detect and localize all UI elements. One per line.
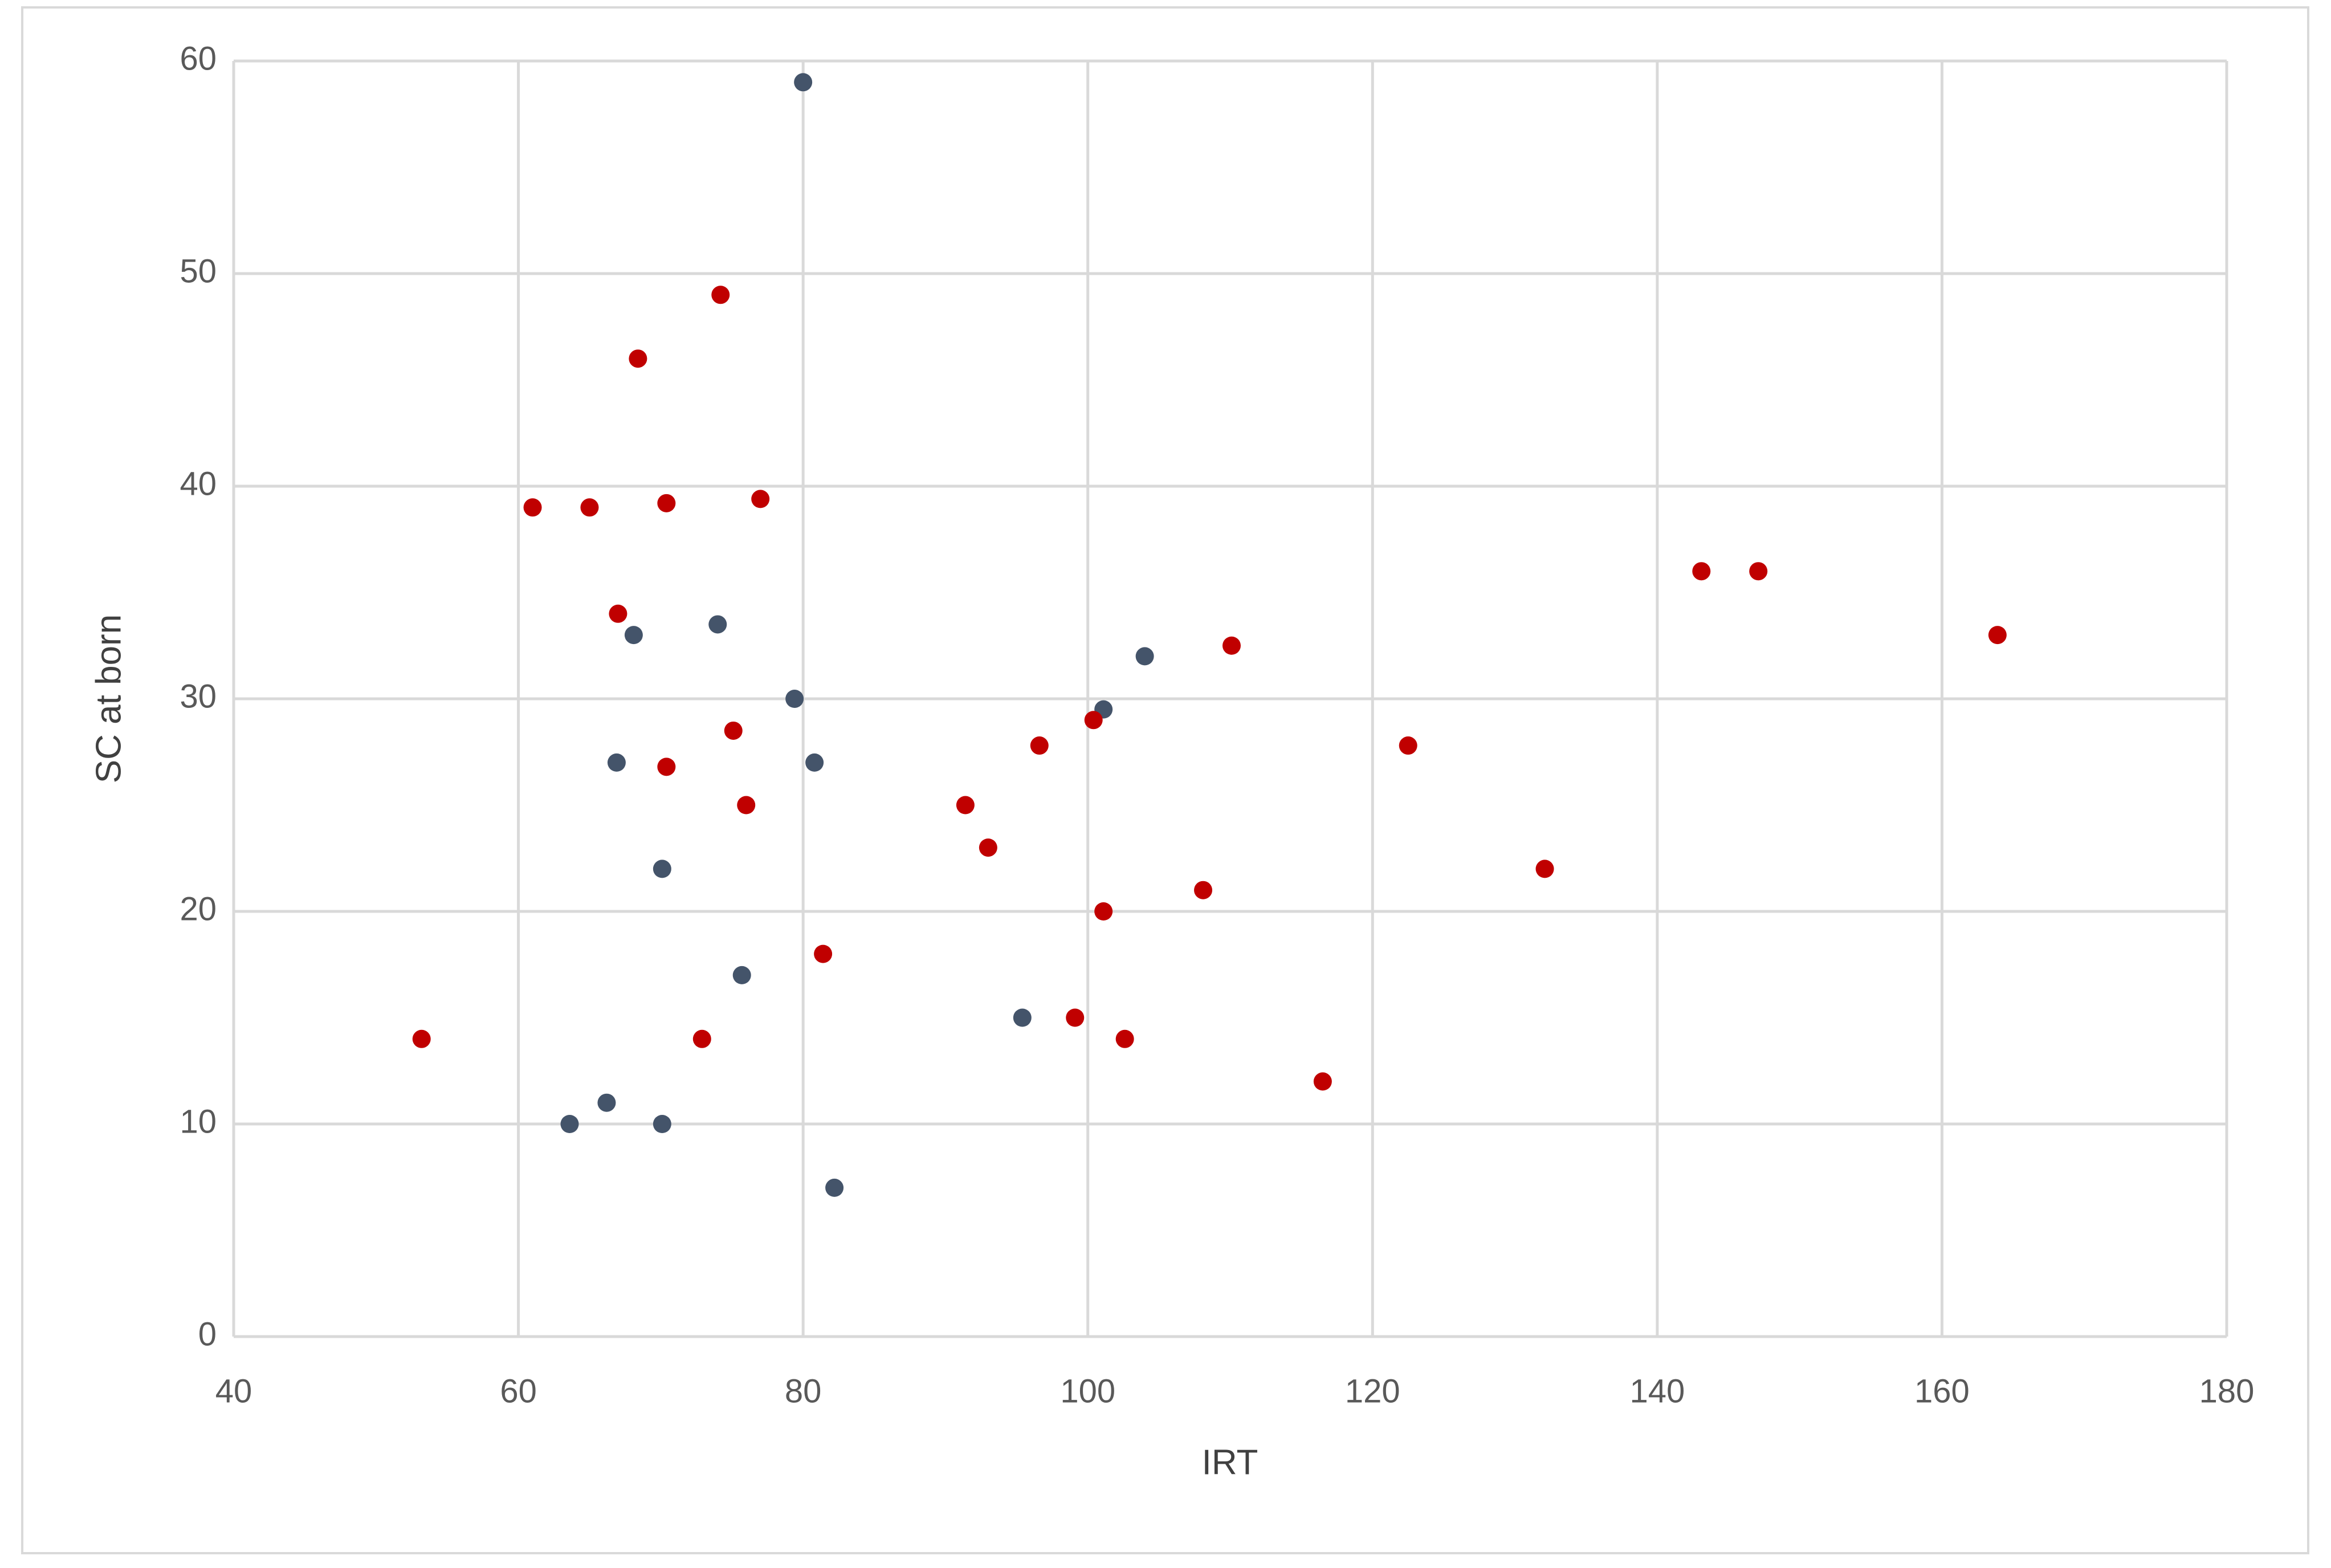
scatter-point: [708, 615, 727, 634]
scatter-point: [1692, 562, 1711, 581]
scatter-point: [751, 490, 770, 508]
scatter-point: [805, 753, 824, 772]
scatter-point: [737, 796, 756, 814]
scatter-point: [692, 1029, 711, 1048]
scatter-point: [825, 1178, 844, 1197]
scatter-point: [1194, 881, 1213, 899]
scatter-point: [711, 286, 730, 304]
x-tick-label: 180: [2199, 1372, 2255, 1410]
y-tick-label: 20: [180, 890, 217, 927]
y-tick-label: 40: [180, 465, 217, 502]
scatter-point: [1094, 902, 1113, 921]
x-tick-label: 140: [1629, 1372, 1685, 1410]
x-tick-label: 160: [1914, 1372, 1970, 1410]
scatter-point: [785, 690, 804, 708]
scatter-point: [732, 966, 751, 984]
x-tick-label: 60: [500, 1372, 537, 1410]
scatter-point: [1030, 736, 1049, 755]
scatter-point: [979, 838, 997, 857]
x-axis-title: IRT: [1202, 1443, 1258, 1482]
y-tick-label: 0: [198, 1316, 217, 1353]
scatter-point: [624, 626, 643, 645]
x-tick-label: 100: [1060, 1372, 1115, 1410]
scatter-point: [657, 494, 676, 512]
scatter-point: [814, 944, 833, 963]
scatter-point: [1399, 736, 1417, 755]
y-axis-title: SC at born: [89, 614, 128, 783]
scatter-point: [1313, 1072, 1332, 1091]
scatter-point: [1066, 1008, 1085, 1027]
chart-border: [21, 6, 2309, 1554]
x-tick-label: 40: [215, 1372, 252, 1410]
y-tick-label: 60: [180, 40, 217, 77]
scatter-point: [653, 860, 671, 878]
x-tick-label: 80: [785, 1372, 822, 1410]
scatter-point: [794, 73, 813, 92]
scatter-point: [607, 753, 626, 772]
scatter-point: [724, 721, 743, 740]
scatter-point: [1013, 1008, 1032, 1027]
scatter-point: [657, 757, 676, 776]
scatter-point: [523, 498, 542, 517]
scatter-point: [1988, 626, 2007, 645]
scatter-point: [1749, 562, 1768, 581]
y-tick-label: 50: [180, 252, 217, 290]
scatter-point: [1135, 647, 1154, 666]
x-tick-label: 120: [1345, 1372, 1400, 1410]
scatter-point: [580, 498, 599, 517]
y-tick-label: 10: [180, 1103, 217, 1140]
scatter-point: [1084, 711, 1103, 730]
scatter-point: [1222, 636, 1241, 655]
scatter-point: [597, 1093, 616, 1112]
scatter-point: [1115, 1029, 1134, 1048]
scatter-point: [412, 1029, 431, 1048]
scatter-point: [956, 796, 975, 814]
y-tick-label: 30: [180, 678, 217, 715]
scatter-point: [1535, 860, 1554, 878]
scatter-point: [560, 1115, 579, 1133]
scatter-point: [609, 604, 627, 623]
scatter-point: [653, 1115, 671, 1133]
scatter-point: [629, 349, 647, 368]
